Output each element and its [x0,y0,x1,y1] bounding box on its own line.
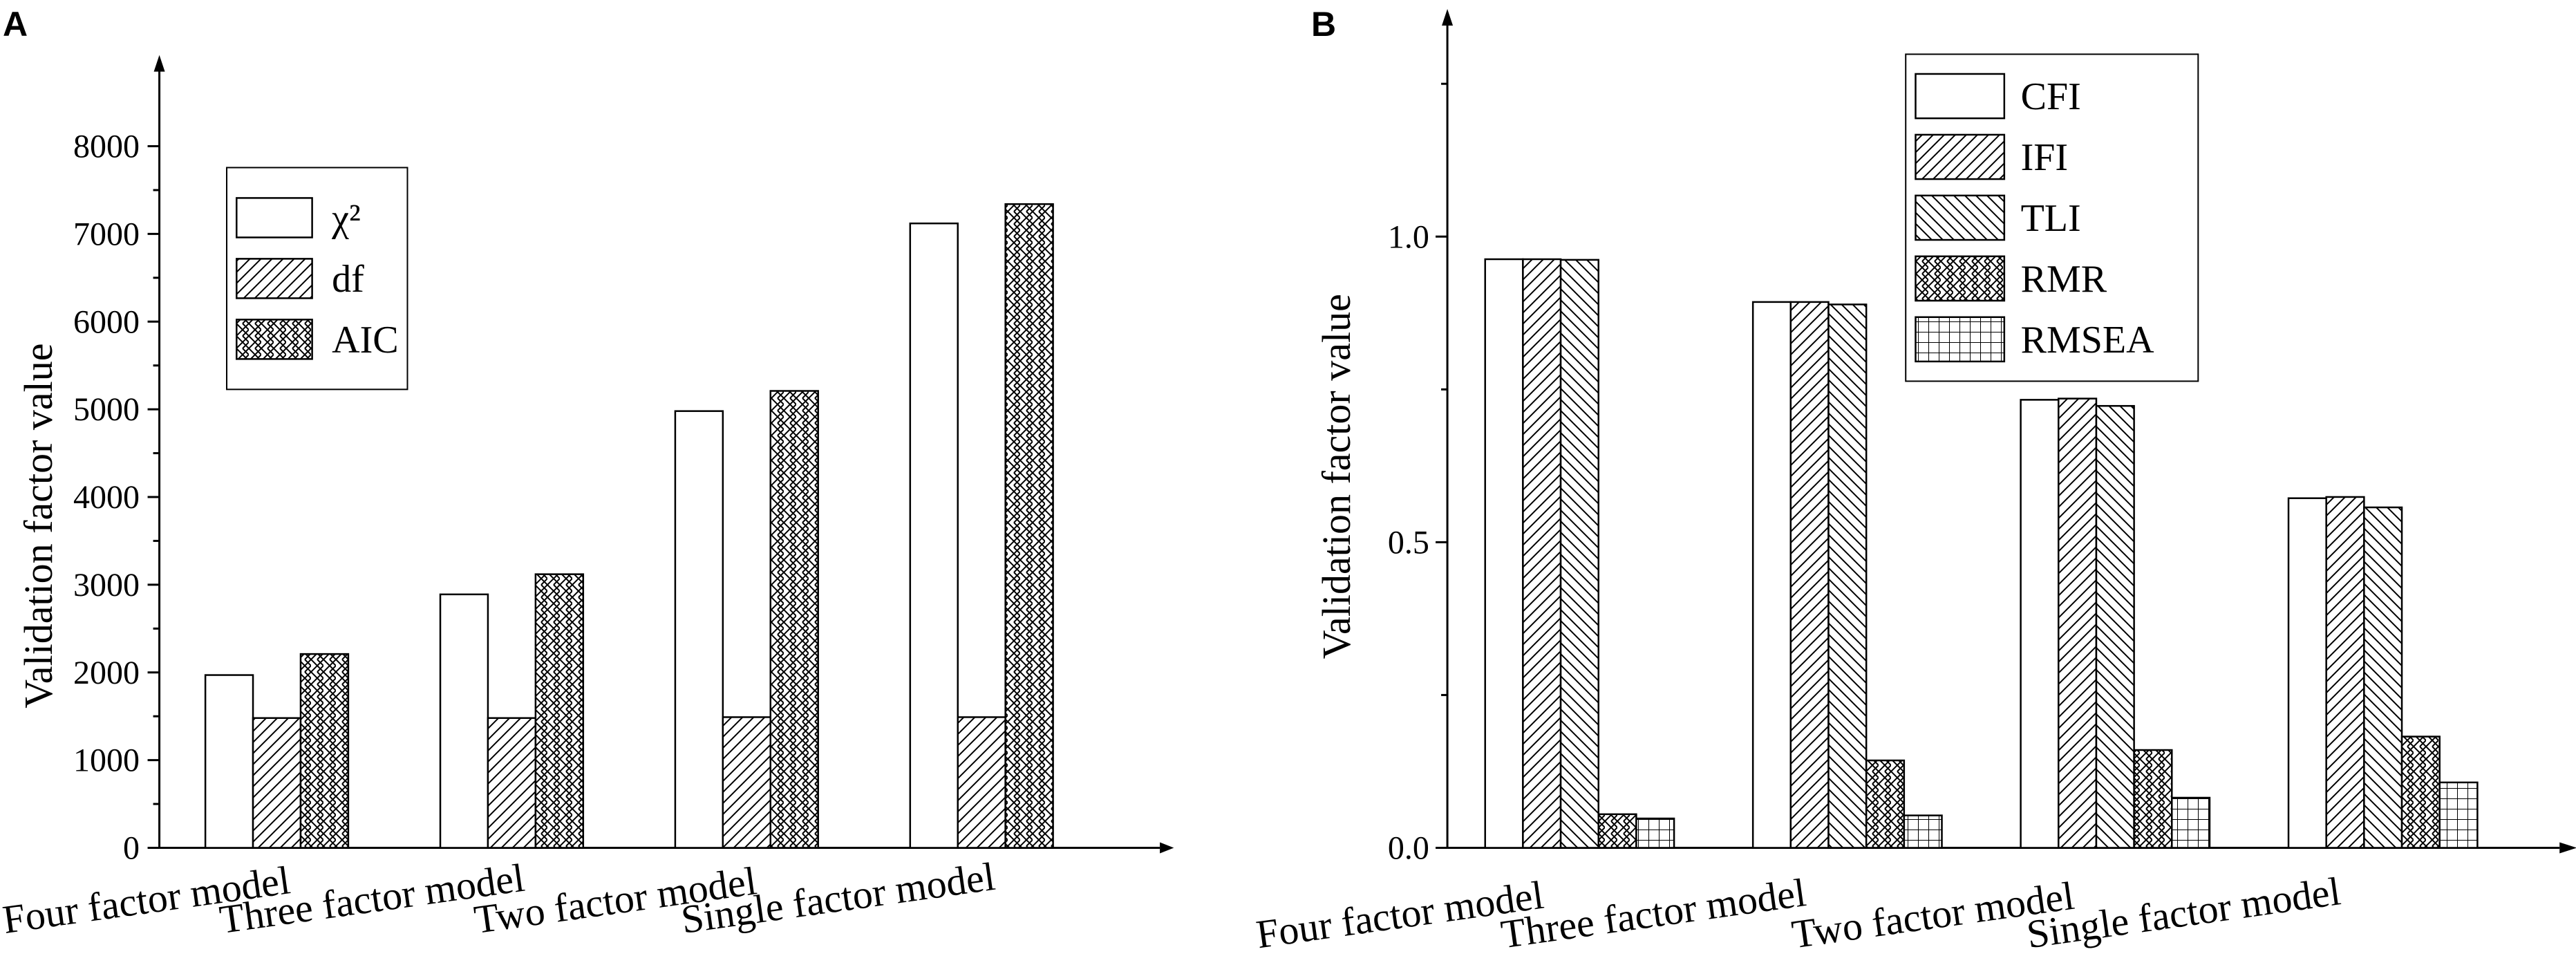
y-tick-label: 8000 [73,129,140,165]
y-tick-label: 5000 [73,391,140,428]
legend-label-rmr: RMR [2021,258,2107,301]
y-tick-label: 0 [123,830,140,866]
legend-swatch-aic [236,319,313,360]
y-tick-label: 4000 [73,479,140,516]
category-label: Three factor model [1498,870,1809,957]
y-tick-label: 0.5 [1388,524,1429,561]
bar-aic-three-factor-model [534,573,585,849]
bar-df-four-factor-model [252,717,302,849]
y-tick-label: 1000 [73,742,140,779]
bar-tli-three-factor-model [1827,303,1868,849]
x-axis-arrow [2559,842,2576,854]
legend-label-rmsea: RMSEA [2021,319,2154,362]
legend-label-df: df [332,258,364,301]
bar-rmsea-three-factor-model [1903,814,1943,849]
bar-ifi-three-factor-model [1789,301,1830,849]
bar-chi2-three-factor-model [439,593,489,849]
panel-a-letter: A [3,5,28,44]
bar-df-three-factor-model [487,717,537,849]
bar-chi2-single-factor-model [909,222,959,849]
bar-rmr-single-factor-model [2400,736,2441,849]
x-axis-arrow [1160,842,1174,854]
legend-swatch-rmr [1915,255,2006,302]
y-tick-label: 6000 [73,303,140,340]
panel-b-bars [1484,258,2479,849]
y-axis-arrow [153,55,165,72]
y-axis-arrow [1442,9,1454,26]
bar-ifi-single-factor-model [2325,496,2365,849]
bar-cfi-two-factor-model [2020,399,2060,849]
bar-rmr-two-factor-model [2133,749,2173,849]
y-axis-title: Validation factor value [1314,294,1359,659]
y-axis-title: Validation factor value [16,343,61,708]
legend-label-cfi: CFI [2021,75,2081,118]
panel-a-bars [204,203,1054,849]
bar-df-two-factor-model [722,716,772,849]
bar-cfi-single-factor-model [2287,497,2327,849]
bar-ifi-four-factor-model [1522,258,1562,849]
y-tick-label: 3000 [73,567,140,603]
legend-label-ifi: IFI [2021,136,2068,179]
panel-b-letter: B [1311,5,1336,44]
panel-a-legend: χ² df AIC [226,167,408,391]
bar-tli-four-factor-model [1559,259,1599,849]
legend-swatch-df [236,258,313,299]
y-tick-label: 7000 [73,216,140,252]
bar-aic-four-factor-model [299,653,350,849]
y-tick-label: 2000 [73,655,140,691]
bar-tli-single-factor-model [2363,506,2403,849]
bar-df-single-factor-model [957,716,1006,849]
panel-b-legend: CFI IFI TLI RMR RMSEA [1905,53,2199,382]
legend-label-aic: AIC [332,319,398,362]
bar-rmsea-two-factor-model [2171,796,2211,849]
bar-rmr-four-factor-model [1597,813,1637,849]
bar-cfi-three-factor-model [1751,301,1792,849]
legend-swatch-tli [1915,194,2006,241]
legend-swatch-chi2 [236,197,313,238]
legend-label-chi2: χ² [331,197,361,240]
bar-rmsea-single-factor-model [2438,781,2479,849]
bar-cfi-four-factor-model [1484,258,1524,849]
bar-tli-two-factor-model [2095,404,2135,849]
bar-rmr-three-factor-model [1865,759,1906,849]
bar-rmsea-four-factor-model [1635,817,1675,849]
bar-aic-single-factor-model [1004,203,1054,849]
legend-swatch-rmsea [1915,316,2006,363]
bar-aic-two-factor-model [769,390,819,849]
y-tick-label: 0.0 [1388,830,1429,866]
y-tick-label: 1.0 [1388,218,1429,255]
legend-swatch-cfi [1915,73,2006,120]
bar-ifi-two-factor-model [2058,397,2098,849]
bar-chi2-two-factor-model [674,410,724,849]
legend-swatch-ifi [1915,133,2006,180]
panel-a: A 0 1000 2000 3000 4000 5000 6000 7000 8000 Valid… [0,5,1174,942]
legend-label-tli: TLI [2021,197,2081,240]
bar-chi2-four-factor-model [204,674,254,849]
